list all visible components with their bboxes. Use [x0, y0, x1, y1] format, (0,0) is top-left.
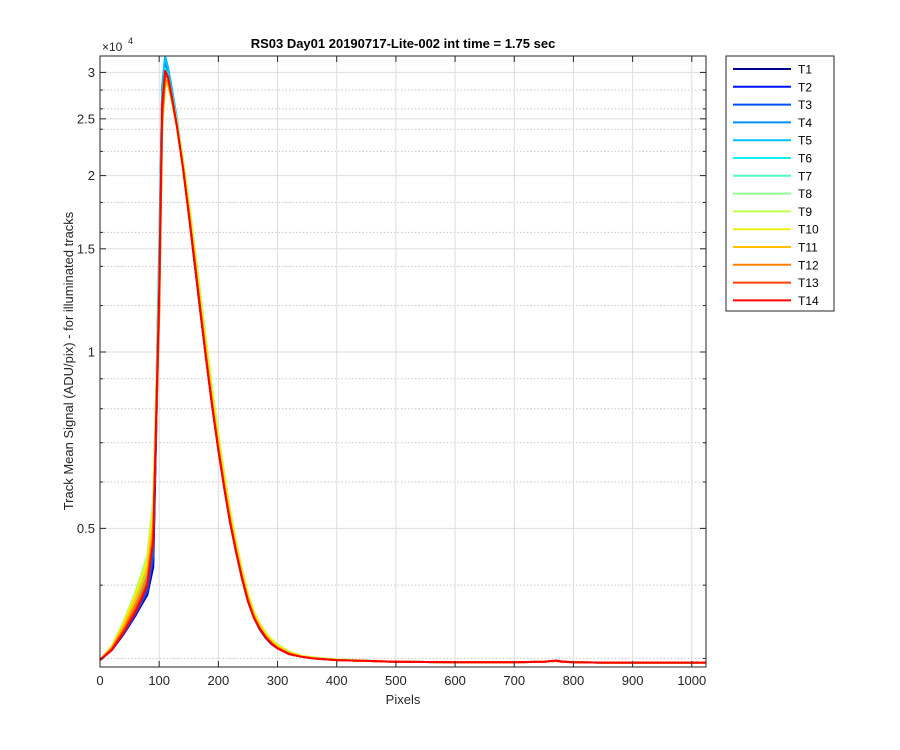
minor-grid [100, 55, 706, 659]
y-tick-label: 1 [88, 344, 95, 359]
x-tick-label: 700 [503, 673, 525, 688]
axis-tick-labels: 0.5 1 1.5 2 2.5 3 0 100 200 300 400 500 600 700 800 900… [77, 65, 706, 688]
legend-label-t1: T1 [798, 63, 812, 77]
x-tick-label: 600 [444, 673, 466, 688]
y-tick-label: 3 [88, 65, 95, 80]
legend-label-t12: T12 [798, 258, 819, 272]
x-tick-label: 200 [208, 673, 230, 688]
y-tick-label: 0.5 [77, 521, 95, 536]
x-tick-label: 1000 [677, 673, 706, 688]
legend-label-t11: T11 [798, 241, 818, 255]
x-tick-label: 800 [563, 673, 585, 688]
x-tick-label: 0 [96, 673, 103, 688]
axis-ticks [99, 55, 706, 667]
y-exponent: ×10 4 [102, 36, 133, 54]
y-tick-label: 2.5 [77, 111, 95, 126]
legend-items: T1 T2 T3 T4 T5 T6 T7 T8 T9 T10 T11 T12 T13 T14 [733, 63, 819, 308]
legend-label-t3: T3 [798, 98, 812, 112]
x-axis-label: Pixels [386, 692, 421, 707]
axes-box [99, 55, 707, 668]
chart-title: RS03 Day01 20190717-Lite-002 int time = … [251, 36, 556, 51]
x-tick-label: 400 [326, 673, 348, 688]
legend-label-t2: T2 [798, 80, 812, 94]
y-exponent-power: 4 [128, 36, 133, 46]
legend-label-t9: T9 [798, 205, 812, 219]
plot-area: 0.5 1 1.5 2 2.5 3 0 100 200 300 400 500 600 700 800 900… [77, 55, 707, 688]
legend-label-t6: T6 [798, 152, 812, 166]
x-tick-label: 900 [622, 673, 644, 688]
axes-background [100, 56, 706, 667]
legend: T1 T2 T3 T4 T5 T6 T7 T8 T9 T10 T11 T12 T13 T14 [725, 55, 835, 312]
series-layer [100, 56, 706, 664]
legend-label-t13: T13 [798, 276, 819, 290]
legend-label-t14: T14 [798, 294, 819, 308]
y-exponent-base: ×10 [102, 40, 123, 54]
legend-label-t8: T8 [798, 187, 812, 201]
major-grid [99, 56, 706, 667]
legend-label-t7: T7 [798, 169, 812, 183]
series-line-t14 [100, 69, 706, 664]
legend-label-t4: T4 [798, 116, 812, 130]
y-axis-label: Track Mean Signal (ADU/pix) - for illumi… [61, 211, 76, 510]
x-tick-label: 100 [148, 673, 170, 688]
y-tick-label: 1.5 [77, 241, 95, 256]
x-tick-label: 300 [267, 673, 289, 688]
legend-label-t10: T10 [798, 223, 819, 237]
x-tick-label: 500 [385, 673, 407, 688]
legend-label-t5: T5 [798, 134, 812, 148]
y-tick-label: 2 [88, 168, 95, 183]
legend-box [725, 55, 835, 312]
